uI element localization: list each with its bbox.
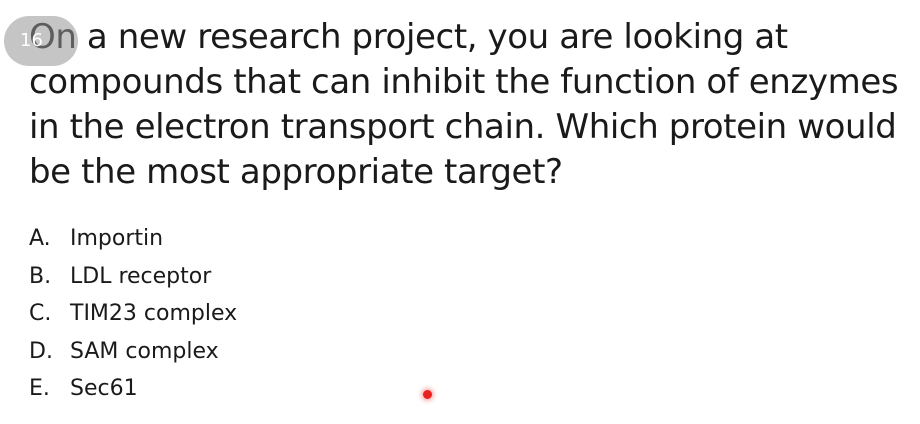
option-letter: D.: [29, 338, 53, 364]
option-text: Sec61: [70, 376, 138, 401]
laser-pointer-icon: [423, 390, 432, 399]
option-letter: B.: [29, 263, 52, 289]
option-text: LDL receptor: [70, 263, 212, 289]
option-letter: A.: [29, 226, 51, 251]
option-text: TIM23 complex: [70, 301, 238, 326]
slide-number-badge[interactable]: 16: [4, 16, 78, 66]
answer-options: A. Importin B. LDL receptor C. TIM23 com…: [29, 220, 237, 408]
option-text: Importin: [70, 226, 164, 251]
option-b[interactable]: B. LDL receptor: [29, 258, 237, 296]
option-c[interactable]: C. TIM23 complex: [29, 295, 237, 333]
option-a[interactable]: A. Importin: [29, 220, 237, 258]
option-letter: E.: [29, 376, 50, 401]
option-letter: C.: [29, 301, 52, 326]
option-text: SAM complex: [70, 338, 219, 364]
question-text: On a new research project, you are looki…: [29, 17, 899, 192]
option-d[interactable]: D. SAM complex: [29, 333, 237, 371]
option-e[interactable]: E. Sec61: [29, 370, 237, 408]
